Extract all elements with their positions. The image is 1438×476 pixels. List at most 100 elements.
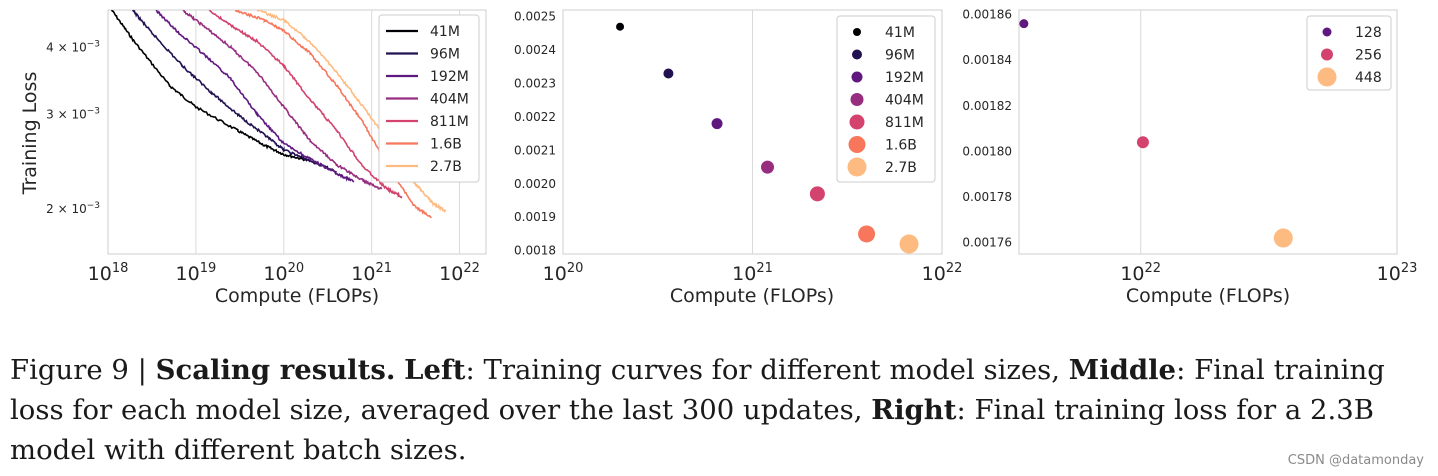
mid-legend-label: 1.6B bbox=[885, 138, 917, 154]
left-legend-label: 41M bbox=[430, 24, 460, 40]
caption-middle-label: Middle bbox=[1068, 354, 1177, 386]
left-legend-label: 96M bbox=[430, 47, 460, 63]
right-legend: 128 256 448 bbox=[1306, 15, 1392, 91]
caption-middle-text: : Final training loss for each model siz… bbox=[10, 354, 1385, 426]
right-y-tick-label: 0.00178 bbox=[962, 190, 1012, 204]
right-x-tick-label: 1023 bbox=[1377, 261, 1418, 285]
caption-right-label: Right bbox=[871, 394, 957, 426]
caption-right-text: : Final training loss for a 2.3B model w… bbox=[10, 394, 1374, 466]
right-x-tick-labels: 1022 1023 bbox=[1120, 261, 1417, 285]
right-y-tick-label: 0.00184 bbox=[962, 53, 1012, 67]
mid-legend-label: 41M bbox=[885, 25, 915, 41]
mid-legend-marker bbox=[848, 136, 866, 153]
mid-legend-marker bbox=[849, 114, 865, 130]
left-legend-label: 2.7B bbox=[430, 159, 462, 175]
right-batch-size-chart: 1022 1023 0.001760.001780.001800.001820.0… bbox=[962, 8, 1417, 307]
left-y-tick-label: 4 × 10−3 bbox=[46, 40, 100, 55]
left-series-line-96M bbox=[132, 10, 337, 173]
mid-point-811M bbox=[809, 186, 825, 202]
right-legend-marker bbox=[1321, 48, 1333, 61]
mid-y-tick-label: 0.0021 bbox=[514, 143, 556, 157]
left-legend-label: 404M bbox=[430, 92, 469, 108]
right-point-256 bbox=[1136, 136, 1149, 149]
mid-point-1.6B bbox=[858, 225, 876, 243]
mid-legend-marker bbox=[850, 93, 864, 106]
right-y-tick-label: 0.00182 bbox=[962, 99, 1012, 113]
left-x-tick-label: 1022 bbox=[439, 261, 480, 285]
right-point-128 bbox=[1019, 19, 1029, 29]
caption-figure-label: Figure 9 | bbox=[10, 354, 156, 386]
mid-legend-label: 192M bbox=[885, 70, 924, 86]
mid-point-404M bbox=[761, 160, 775, 174]
left-legend-label: 192M bbox=[430, 69, 469, 85]
mid-legend-label: 404M bbox=[885, 93, 924, 109]
left-series-line-2.7B bbox=[256, 10, 447, 213]
watermark: CSDN @datamonday bbox=[1287, 453, 1424, 468]
mid-y-tick-label: 0.0020 bbox=[514, 177, 556, 191]
mid-y-tick-label: 0.0025 bbox=[514, 10, 556, 24]
left-x-axis-label: Compute (FLOPs) bbox=[215, 285, 379, 307]
caption-left-text: : Training curves for different model si… bbox=[465, 354, 1069, 386]
left-y-tick-label: 2 × 10−3 bbox=[46, 201, 100, 216]
mid-legend-label: 96M bbox=[885, 48, 915, 64]
right-y-tick-label: 0.00180 bbox=[962, 144, 1012, 158]
mid-point-2.7B bbox=[899, 234, 919, 254]
mid-y-tick-label: 0.0018 bbox=[514, 244, 556, 258]
right-legend-marker bbox=[1322, 27, 1332, 37]
left-x-tick-label: 1020 bbox=[263, 261, 304, 285]
left-series-line-404M bbox=[182, 10, 383, 190]
left-training-curves-chart: 1018 1019 1020 1021 1022 4 × 10−3 3 × 10−3 2 ×… bbox=[19, 9, 487, 307]
left-y-axis-label: Training Loss bbox=[19, 72, 41, 196]
left-x-tick-label: 1018 bbox=[88, 261, 129, 285]
right-legend-label: 448 bbox=[1355, 70, 1382, 86]
left-legend-label: 811M bbox=[430, 114, 469, 130]
mid-legend-label: 811M bbox=[885, 115, 924, 131]
left-series-line-192M bbox=[155, 10, 355, 183]
right-legend-label: 128 bbox=[1355, 25, 1382, 41]
mid-y-tick-label: 0.0024 bbox=[514, 43, 556, 57]
middle-scatter-points bbox=[616, 22, 919, 254]
right-legend-label: 256 bbox=[1355, 48, 1382, 64]
left-legend-label: 1.6B bbox=[430, 137, 462, 153]
figure-caption: Figure 9 | Scaling results. Left: Traini… bbox=[10, 350, 1430, 470]
mid-x-tick-label: 1021 bbox=[732, 261, 773, 285]
left-series-line-811M bbox=[208, 10, 403, 199]
mid-point-192M bbox=[711, 118, 723, 130]
middle-y-tick-labels: 0.0018 0.0019 0.0020 0.0021 0.0022 0.0023 0.00… bbox=[514, 10, 556, 258]
left-x-tick-label: 1019 bbox=[176, 261, 217, 285]
left-legend-box bbox=[378, 14, 480, 183]
right-point-448 bbox=[1273, 228, 1293, 248]
middle-legend: 41M 96M 192M 404M 811M 1.6B 2.7B bbox=[836, 15, 936, 183]
left-legend: 41M 96M 192M 404M 811M 1.6B 2.7B bbox=[378, 14, 480, 183]
mid-point-41M bbox=[616, 22, 625, 31]
right-y-tick-label: 0.00176 bbox=[962, 236, 1012, 250]
right-legend-marker bbox=[1317, 67, 1337, 87]
right-x-axis-label: Compute (FLOPs) bbox=[1126, 285, 1290, 307]
right-scatter-points bbox=[1019, 19, 1293, 248]
left-series-line-1.6B bbox=[234, 10, 432, 219]
middle-final-loss-chart: 1020 1021 1022 0.00180.00190.00200.00210.0… bbox=[514, 9, 963, 307]
left-x-tick-label: 1021 bbox=[351, 261, 392, 285]
mid-y-tick-label: 0.0023 bbox=[514, 77, 556, 91]
left-y-tick-labels: 4 × 10−3 3 × 10−3 2 × 10−3 bbox=[46, 40, 100, 217]
caption-left-label: Left bbox=[404, 354, 466, 386]
mid-y-tick-label: 0.0019 bbox=[514, 210, 556, 224]
mid-legend-label: 2.7B bbox=[885, 160, 917, 176]
right-y-tick-label: 0.00186 bbox=[962, 8, 1012, 22]
mid-legend-marker bbox=[851, 71, 863, 83]
mid-point-96M bbox=[663, 68, 674, 79]
mid-legend-marker bbox=[852, 49, 862, 60]
figure-charts: 1018 1019 1020 1021 1022 4 × 10−3 3 × 10−3 2 ×… bbox=[19, 8, 1417, 307]
mid-legend-marker bbox=[853, 28, 861, 36]
left-y-tick-label: 3 × 10−3 bbox=[46, 107, 100, 122]
mid-x-tick-label: 1020 bbox=[543, 261, 584, 285]
mid-x-tick-label: 1022 bbox=[922, 261, 963, 285]
mid-legend-marker bbox=[847, 157, 867, 177]
left-series-line-41M bbox=[110, 10, 311, 162]
left-series-lines bbox=[110, 10, 447, 219]
right-y-tick-labels: 0.00176 0.00178 0.00180 0.00182 0.00184 0.001… bbox=[962, 8, 1012, 250]
mid-y-tick-label: 0.0022 bbox=[514, 110, 556, 124]
middle-x-axis-label: Compute (FLOPs) bbox=[670, 285, 834, 307]
left-x-tick-labels: 1018 1019 1020 1021 1022 bbox=[88, 261, 480, 285]
